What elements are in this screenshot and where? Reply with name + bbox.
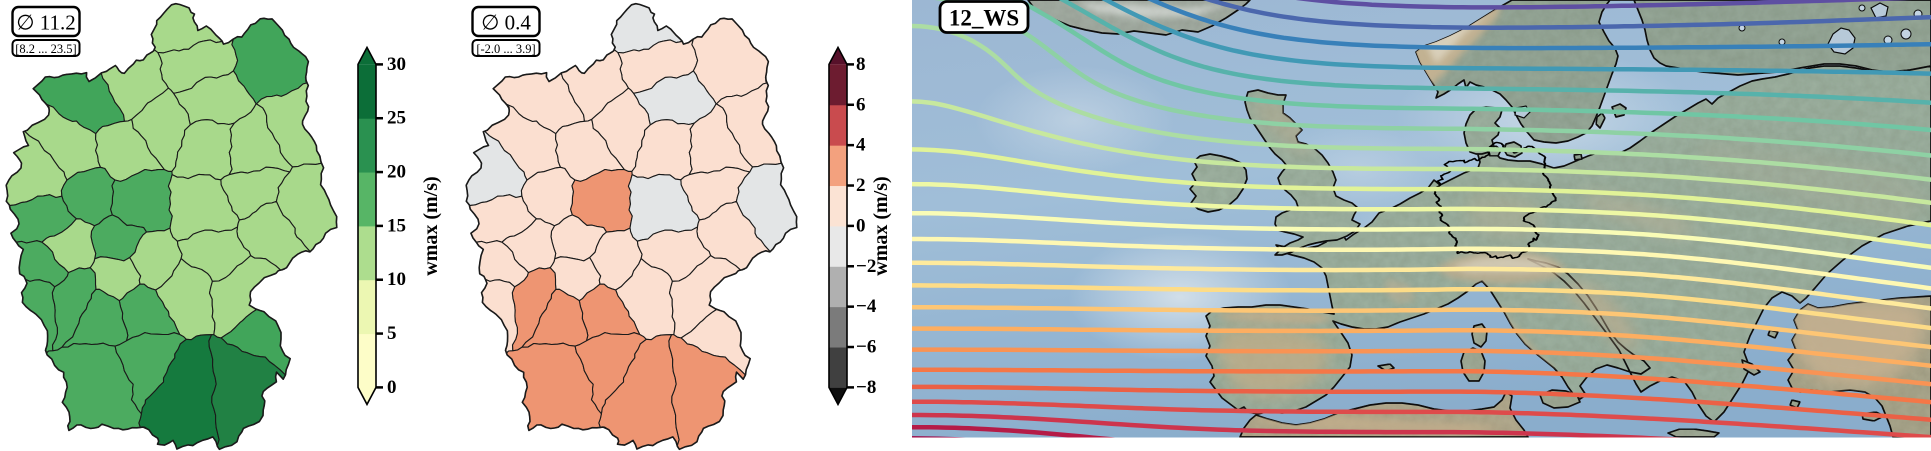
svg-text:[8.2 ... 23.5]: [8.2 ... 23.5]: [15, 42, 76, 56]
svg-text:2: 2: [856, 175, 866, 196]
svg-text:5: 5: [387, 323, 397, 344]
svg-text:8: 8: [856, 54, 866, 75]
svg-text:0: 0: [856, 215, 866, 236]
svg-text:10: 10: [387, 269, 406, 290]
svg-text:wmax (m/s): wmax (m/s): [870, 176, 892, 275]
svg-text:−4: −4: [856, 296, 877, 317]
svg-text:4: 4: [856, 135, 866, 156]
svg-text:12_WS: 12_WS: [949, 6, 1019, 31]
svg-text:15: 15: [387, 215, 406, 236]
svg-text:∅ 0.4: ∅ 0.4: [481, 11, 531, 35]
svg-text:6: 6: [856, 94, 866, 115]
svg-text:−2: −2: [856, 256, 876, 277]
svg-text:0: 0: [387, 377, 397, 398]
svg-text:30: 30: [387, 54, 406, 75]
svg-text:−6: −6: [856, 337, 876, 358]
svg-text:25: 25: [387, 108, 406, 129]
svg-text:∅ 11.2: ∅ 11.2: [16, 11, 76, 35]
svg-text:[-2.0 ... 3.9]: [-2.0 ... 3.9]: [476, 42, 535, 56]
svg-text:−8: −8: [856, 377, 876, 398]
svg-text:20: 20: [387, 162, 406, 183]
svg-text:wmax (m/s): wmax (m/s): [420, 176, 442, 275]
